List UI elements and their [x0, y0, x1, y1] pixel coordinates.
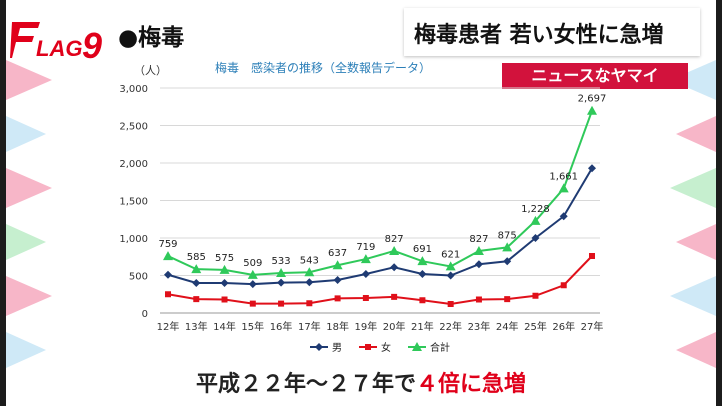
data-label: 2,697	[578, 94, 607, 105]
y-tick-label: 2,500	[119, 122, 148, 133]
data-label: 875	[498, 230, 517, 241]
data-point	[559, 183, 569, 192]
data-point	[278, 301, 284, 307]
data-point	[363, 295, 369, 301]
flag9-logo: LAG 9	[10, 18, 110, 62]
x-tick-label: 14年	[213, 320, 236, 333]
data-label: 533	[272, 256, 291, 267]
left-bunting	[6, 60, 66, 380]
x-tick-label: 25年	[524, 320, 547, 333]
data-label: 509	[243, 258, 262, 269]
data-point	[419, 297, 425, 303]
data-point	[277, 279, 285, 287]
data-label: 827	[385, 234, 404, 245]
data-point	[221, 279, 229, 287]
data-point	[589, 253, 595, 259]
data-point	[390, 263, 398, 271]
headline: 梅毒患者 若い女性に急増	[414, 17, 664, 49]
data-point	[306, 300, 312, 306]
series-line-合計	[168, 111, 592, 275]
right-bunting	[656, 60, 716, 380]
data-point	[418, 270, 426, 278]
data-label: 637	[328, 248, 347, 259]
data-point	[193, 296, 199, 302]
x-tick-label: 19年	[354, 320, 377, 333]
data-point	[475, 260, 483, 268]
data-point	[165, 291, 171, 297]
data-point	[334, 276, 342, 284]
data-point	[448, 301, 454, 307]
x-tick-label: 27年	[581, 320, 604, 333]
caption: 平成２２年〜２７年で４倍に急増	[0, 366, 722, 398]
x-tick-label: 24年	[496, 320, 519, 333]
svg-text:LAG: LAG	[36, 36, 82, 61]
topic-label: ●梅毒	[118, 18, 184, 52]
x-tick-label: 16年	[270, 320, 293, 333]
x-tick-label: 22年	[439, 320, 462, 333]
x-tick-label: 26年	[552, 320, 575, 333]
x-tick-label: 21年	[411, 320, 434, 333]
x-tick-label: 13年	[185, 320, 208, 333]
x-tick-label: 20年	[383, 320, 406, 333]
right-border	[716, 0, 722, 406]
data-point	[587, 106, 597, 115]
data-point	[164, 271, 172, 279]
y-tick-label: 1,500	[119, 197, 148, 208]
x-tick-label: 15年	[241, 320, 264, 333]
data-label: 759	[158, 239, 177, 250]
y-tick-label: 0	[142, 309, 148, 320]
legend-label: 男	[332, 342, 342, 354]
data-label: 585	[187, 252, 206, 263]
data-label: 543	[300, 255, 319, 266]
caption-prefix: 平成２２年〜２７年で	[196, 372, 416, 397]
data-point	[362, 270, 370, 278]
line-chart: 0 500 1,000 1,500 2,000 2,500 3,000 12年 13年 14年 15…	[100, 60, 620, 360]
y-tick-label: 3,000	[119, 84, 148, 95]
data-label: 827	[469, 234, 488, 245]
data-point	[391, 294, 397, 300]
legend-marker	[365, 344, 371, 350]
legend-label: 女	[381, 341, 391, 354]
data-point	[389, 246, 399, 255]
data-point	[250, 301, 256, 307]
data-point	[561, 282, 567, 288]
data-point	[163, 251, 173, 260]
data-point	[305, 278, 313, 286]
svg-text:9: 9	[82, 25, 102, 62]
data-point	[504, 296, 510, 302]
x-tick-label: 18年	[326, 320, 349, 333]
data-label: 575	[215, 253, 234, 264]
legend-marker	[315, 343, 323, 351]
data-label: 691	[413, 244, 432, 255]
y-tick-label: 1,000	[119, 234, 148, 245]
x-tick-label: 17年	[298, 320, 321, 333]
y-tick-label: 500	[129, 272, 148, 283]
data-label: 1,661	[549, 171, 578, 182]
legend-label: 合計	[430, 341, 450, 354]
data-point	[447, 272, 455, 280]
data-label: 1,228	[521, 204, 550, 215]
data-label: 621	[441, 249, 460, 260]
data-point	[249, 280, 257, 288]
caption-emphasis: ４倍に急増	[416, 372, 526, 397]
data-point	[192, 279, 200, 287]
data-point	[532, 293, 538, 299]
data-point	[335, 295, 341, 301]
x-tick-label: 23年	[468, 320, 491, 333]
x-tick-label: 12年	[157, 320, 180, 333]
y-tick-label: 2,000	[119, 159, 148, 170]
data-point	[222, 297, 228, 303]
data-label: 719	[356, 242, 375, 253]
data-point	[476, 297, 482, 303]
